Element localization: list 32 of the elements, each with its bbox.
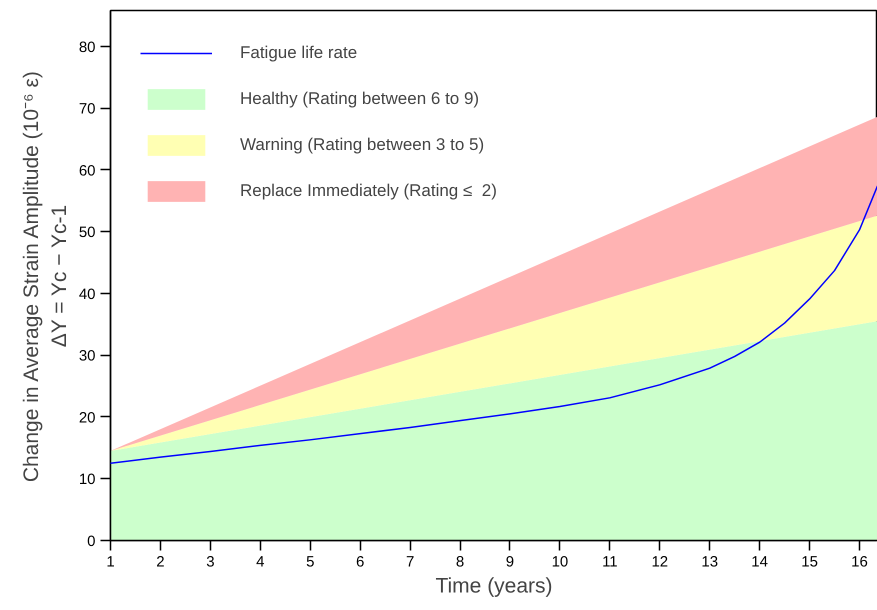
x-tick-label: 7	[406, 554, 414, 570]
x-tick-label: 9	[506, 554, 514, 570]
x-tick-label: 2	[156, 554, 165, 570]
y-tick-label: 10	[78, 471, 96, 488]
y-tick-label: 20	[78, 409, 96, 426]
y-tick-label: 70	[78, 100, 96, 118]
y-tick-label: 80	[78, 38, 96, 56]
y-tick-label: 40	[78, 286, 96, 303]
legend-label: Warning (Rating between 3 to 5)	[240, 135, 484, 155]
x-tick-label: 6	[356, 554, 364, 570]
y-tick-label: 60	[78, 162, 96, 180]
x-tick-label: 14	[751, 554, 768, 570]
y-tick-label: 0	[87, 533, 96, 550]
x-tick-label: 12	[651, 554, 668, 570]
legend-label: Healthy (Rating between 6 to 9)	[240, 89, 480, 109]
y-axis-title: Change in Average Strain Amplitude (10⁻⁶ ε) ΔY = Yc − Yc-1	[20, 71, 71, 482]
x-tick-label: 3	[206, 554, 215, 570]
x-tick-label: 10	[552, 554, 568, 570]
x-tick-label: 16	[851, 554, 868, 570]
x-tick-label: 15	[801, 554, 818, 570]
legend-label: Fatigue life rate	[240, 43, 358, 63]
x-tick-label: 11	[602, 554, 618, 570]
x-tick-label: 5	[306, 554, 314, 570]
line-series	[110, 185, 877, 464]
x-tick-label: 1	[106, 554, 115, 570]
x-tick-label: 13	[701, 554, 718, 570]
y-tick-label: 50	[78, 224, 96, 242]
x-tick-label: 4	[256, 554, 264, 570]
x-axis-title: Time (years)	[435, 574, 553, 598]
x-tick-label: 8	[456, 554, 464, 570]
legend-label: Replace Immediately (Rating ≤ 2)	[240, 181, 497, 201]
y-tick-label: 30	[78, 348, 96, 365]
